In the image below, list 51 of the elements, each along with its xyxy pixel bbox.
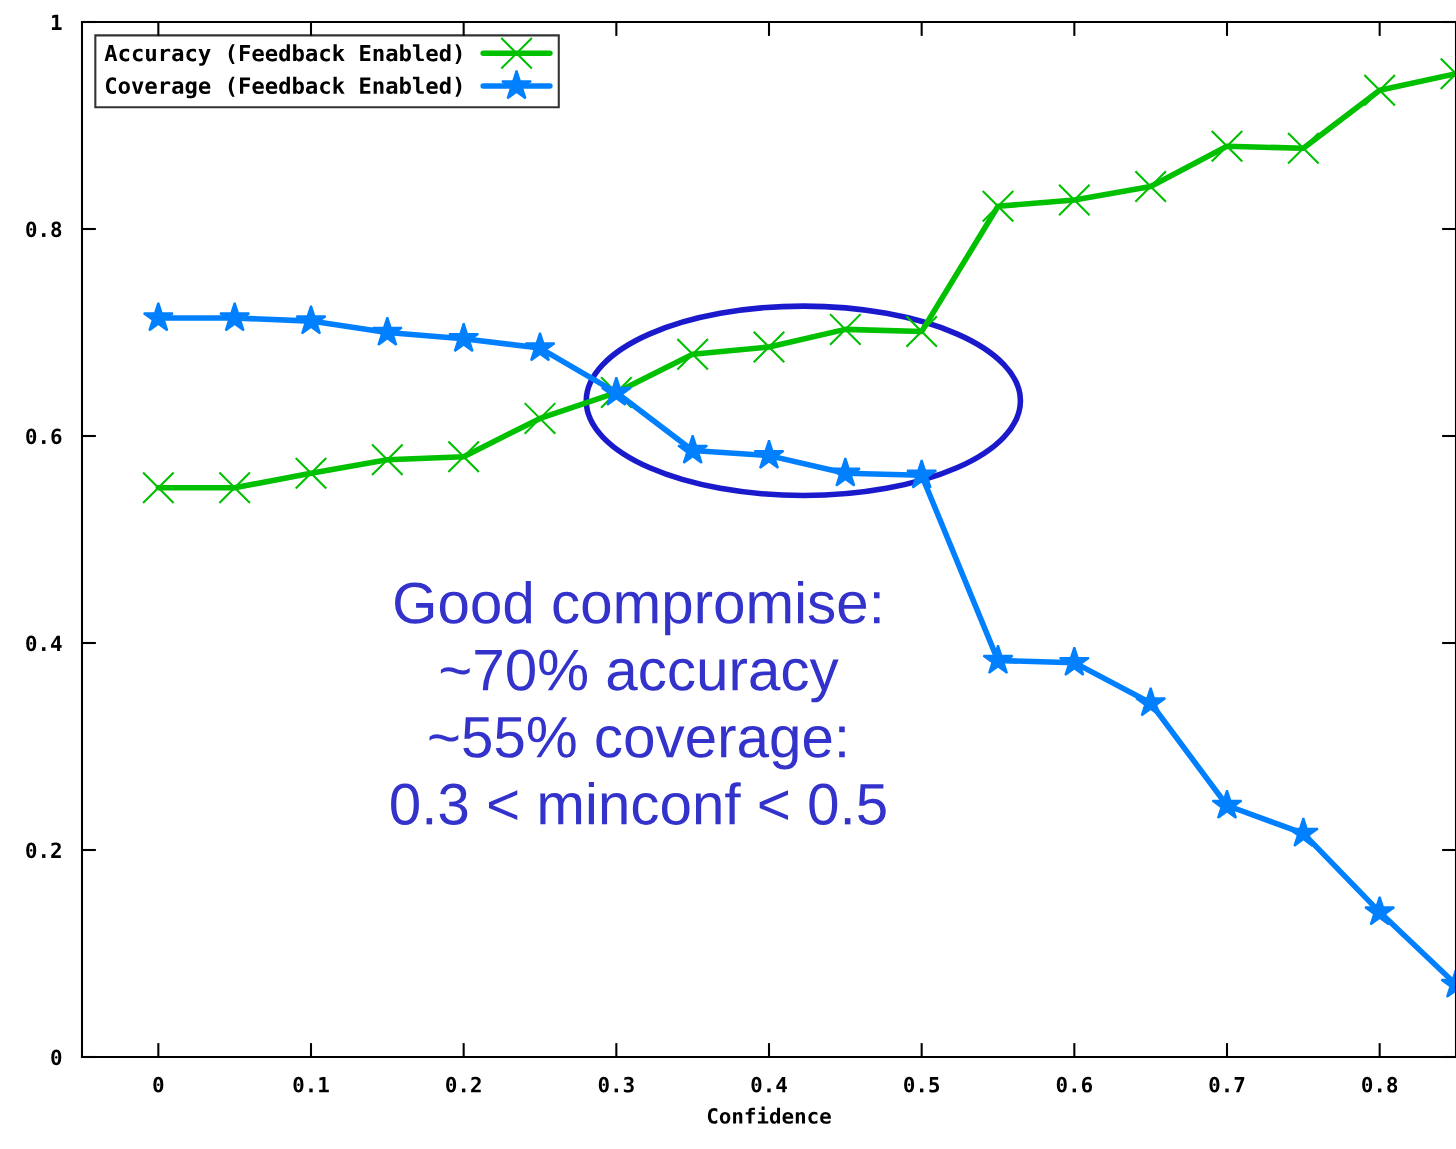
point xyxy=(982,644,1014,674)
point xyxy=(676,337,709,371)
legend-label: Accuracy (Feedback Enabled) xyxy=(104,44,462,66)
point xyxy=(142,301,174,332)
point xyxy=(1210,129,1244,163)
point xyxy=(294,456,328,490)
point xyxy=(1058,646,1090,677)
x-tick-label: 0 xyxy=(153,1076,164,1093)
y-tick-label: 1 xyxy=(51,14,62,30)
point xyxy=(1363,73,1396,107)
point xyxy=(219,301,251,332)
x-tick-label: 0.3 xyxy=(598,1076,634,1093)
y-tick-label: 0.6 xyxy=(26,428,62,445)
point xyxy=(371,443,404,477)
point xyxy=(1211,789,1243,819)
point xyxy=(1135,686,1167,717)
x-tick-label: 0.7 xyxy=(1209,1076,1245,1093)
point xyxy=(295,304,327,335)
annotation: Good compromise: ~70% accuracy ~55% coverage: 0.3 < minconf < 0.5 xyxy=(391,580,886,825)
point xyxy=(1058,183,1091,217)
x-axis-title: Confidence xyxy=(707,1106,831,1124)
x-tick-label: 0.1 xyxy=(293,1076,329,1093)
point xyxy=(906,459,938,489)
point xyxy=(981,189,1015,223)
point xyxy=(905,315,938,348)
x-tick-label: 0.5 xyxy=(904,1076,940,1093)
point xyxy=(1364,895,1396,926)
point xyxy=(142,471,175,505)
x-tick-label: 0.8 xyxy=(1362,1076,1398,1093)
point xyxy=(829,456,861,487)
point xyxy=(1287,817,1319,847)
point xyxy=(523,402,557,435)
point xyxy=(1287,131,1320,165)
point xyxy=(677,434,709,464)
point xyxy=(371,316,403,346)
point xyxy=(447,440,480,474)
y-tick-label: 0.4 xyxy=(26,635,62,652)
point xyxy=(829,313,862,346)
legend-label: Coverage (Feedback Enabled) xyxy=(105,76,462,99)
y-tick-label: 0.2 xyxy=(26,842,61,859)
x-tick-label: 0.6 xyxy=(1056,1076,1093,1093)
point xyxy=(218,471,251,505)
point xyxy=(1134,170,1167,203)
point xyxy=(752,330,786,364)
point xyxy=(524,331,556,362)
y-tick-label: 0.8 xyxy=(26,221,62,238)
x-tick-label: 0.2 xyxy=(446,1076,481,1093)
y-tick-label: 0 xyxy=(51,1049,62,1066)
x-tick-label: 0.4 xyxy=(751,1076,787,1093)
point xyxy=(753,439,785,470)
point xyxy=(448,322,480,353)
